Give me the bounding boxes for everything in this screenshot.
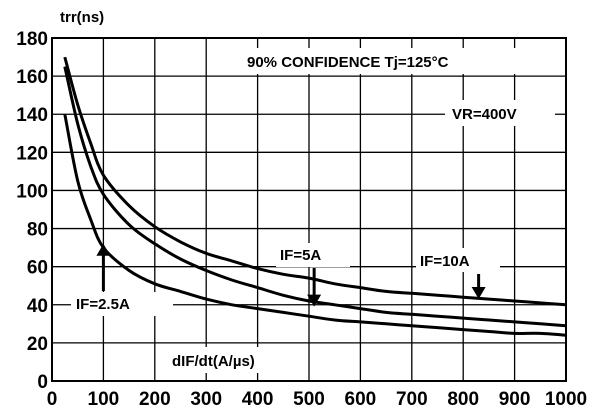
ticks: 0 100 200 300 400 500 600 700 800 900 1000 0 20 40 60 8… <box>16 29 587 410</box>
x-tick-label: 1000 <box>545 389 587 410</box>
svg-text:90% CONFIDENCE Tj=125°C: 90% CONFIDENCE Tj=125°C <box>247 54 449 71</box>
x-tick-label: 0 <box>47 389 58 410</box>
arrow-if-5a <box>307 294 322 307</box>
x-tick-label: 100 <box>88 389 120 410</box>
x-tick-label: 900 <box>499 389 531 410</box>
svg-text:IF=10A: IF=10A <box>420 253 470 270</box>
y-tick-label: 80 <box>27 220 48 241</box>
confidence-annotation: 90% CONFIDENCE Tj=125°C <box>240 48 522 74</box>
x-tick-label: 700 <box>396 389 428 410</box>
y-tick-label: 20 <box>27 334 48 355</box>
x-tick-label: 500 <box>293 389 325 410</box>
y-tick-label: 180 <box>16 29 48 50</box>
label-if-10a: IF=10A <box>416 248 500 272</box>
series-line-1 <box>63 56 567 307</box>
arrow-if-10a <box>471 287 486 300</box>
arrow-if-2-5a <box>96 243 111 256</box>
grid <box>52 38 566 381</box>
y-tick-label: 160 <box>16 67 48 88</box>
curves <box>63 56 567 337</box>
vr-annotation: VR=400V <box>445 100 555 126</box>
x-tick-label: 800 <box>447 389 479 410</box>
label-if-2-5a: IF=2.5A <box>71 292 173 316</box>
plot-frame <box>51 37 567 382</box>
y-tick-label: 60 <box>27 258 48 279</box>
svg-text:VR=400V: VR=400V <box>452 106 517 123</box>
x-tick-label: 200 <box>139 389 171 410</box>
series-line-2 <box>63 66 567 328</box>
series-line-3 <box>63 113 567 337</box>
y-tick-label: 100 <box>16 181 48 202</box>
x-tick-label: 600 <box>345 389 377 410</box>
x-tick-label: 300 <box>190 389 222 410</box>
y-tick-label: 40 <box>27 296 48 317</box>
y-tick-label: 0 <box>37 372 48 393</box>
arrows <box>96 243 486 307</box>
y-tick-label: 140 <box>16 105 48 126</box>
y-tick-label: 120 <box>16 143 48 164</box>
label-if-5a: IF=5A <box>276 243 350 267</box>
svg-text:IF=2.5A: IF=2.5A <box>76 296 130 313</box>
x-tick-label: 400 <box>242 389 274 410</box>
y-axis-label: trr(ns) <box>60 9 104 26</box>
svg-text:IF=5A: IF=5A <box>280 247 321 264</box>
svg-text:dIF/dt(A/µs): dIF/dt(A/µs) <box>172 353 255 370</box>
x-axis-label: dIF/dt(A/µs) <box>168 347 306 373</box>
